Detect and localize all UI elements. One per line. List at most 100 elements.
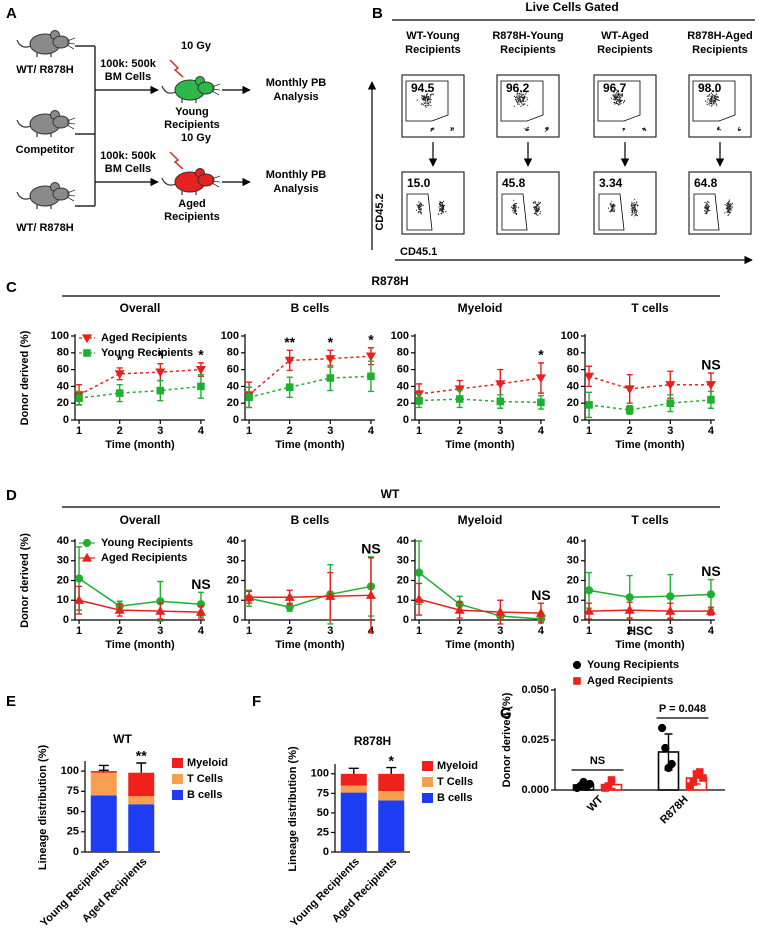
event-dot bbox=[706, 95, 708, 97]
marker bbox=[689, 778, 698, 786]
y-tick-label: 20 bbox=[227, 574, 239, 586]
event-dot bbox=[607, 207, 610, 209]
marker bbox=[365, 590, 376, 599]
event-dot bbox=[517, 103, 519, 105]
event-dot bbox=[451, 128, 453, 130]
y-tick-label: 25 bbox=[317, 826, 329, 838]
event-dot bbox=[708, 209, 710, 211]
y-tick-label: 60 bbox=[227, 364, 239, 376]
gate-value: 94.5 bbox=[411, 81, 435, 95]
event-dot bbox=[706, 208, 708, 210]
chart-title: Overall bbox=[120, 513, 161, 527]
event-dot bbox=[621, 93, 623, 95]
event-dot bbox=[709, 99, 711, 101]
marker bbox=[624, 385, 635, 395]
y-axis-label: Lineage distribution (%) bbox=[287, 746, 299, 872]
event-dot bbox=[547, 128, 550, 130]
event-dot bbox=[614, 103, 616, 105]
y-tick-label: 0 bbox=[403, 614, 409, 626]
event-dot bbox=[513, 211, 515, 214]
mouse-whiskers bbox=[211, 83, 221, 96]
y-tick-label: 100 bbox=[221, 330, 239, 342]
event-dot bbox=[525, 129, 527, 132]
annotation: * bbox=[538, 347, 544, 363]
event-dot bbox=[714, 103, 716, 105]
event-dot bbox=[544, 130, 546, 132]
series-line bbox=[248, 375, 371, 399]
y-tick-label: 20 bbox=[57, 574, 69, 586]
event-dot bbox=[616, 103, 619, 105]
x-tick-label: 4 bbox=[708, 425, 715, 437]
event-dot bbox=[520, 105, 522, 107]
marker bbox=[625, 406, 634, 414]
event-dot bbox=[452, 129, 454, 131]
event-dot bbox=[417, 206, 419, 208]
competitor-label: Competitor bbox=[16, 144, 75, 156]
event-dot bbox=[615, 99, 617, 101]
event-dot bbox=[420, 203, 422, 205]
event-dot bbox=[537, 203, 540, 205]
marker bbox=[454, 385, 465, 395]
event-dot bbox=[704, 210, 706, 212]
readout-label: Analysis bbox=[273, 91, 318, 103]
marker bbox=[624, 604, 635, 614]
event-dot bbox=[514, 210, 516, 212]
x-tick-label: 1 bbox=[586, 425, 592, 437]
event-dot bbox=[715, 103, 718, 105]
event-dot bbox=[622, 127, 624, 130]
bar-segment bbox=[340, 785, 367, 793]
event-dot bbox=[439, 200, 441, 202]
event-dot bbox=[433, 127, 435, 129]
event-dot bbox=[618, 97, 620, 99]
event-dot bbox=[729, 205, 732, 207]
gate bbox=[598, 193, 625, 231]
event-dot bbox=[427, 90, 429, 92]
event-dot bbox=[522, 100, 525, 102]
event-dot bbox=[534, 208, 536, 210]
series-line bbox=[78, 385, 202, 399]
x-tick-label: Young Recipients bbox=[288, 856, 362, 930]
event-dot bbox=[710, 99, 712, 101]
event-dot bbox=[711, 100, 713, 102]
event-dot bbox=[632, 207, 634, 209]
event-dot bbox=[426, 93, 429, 95]
event-dot bbox=[537, 209, 539, 211]
marker bbox=[325, 591, 336, 600]
x-tick-label: 2 bbox=[117, 625, 123, 637]
x-tick-label: 1 bbox=[416, 625, 422, 637]
event-dot bbox=[614, 102, 616, 104]
panel-letter: D bbox=[6, 487, 17, 504]
event-dot bbox=[615, 102, 617, 105]
event-dot bbox=[417, 212, 419, 214]
event-dot bbox=[713, 102, 715, 104]
event-dot bbox=[514, 98, 517, 101]
annotation: NS bbox=[590, 755, 605, 767]
event-dot bbox=[615, 101, 617, 103]
event-dot bbox=[426, 103, 428, 105]
event-dot bbox=[539, 213, 541, 215]
event-dot bbox=[419, 205, 421, 207]
legend-label: Young Recipients bbox=[101, 347, 193, 359]
panel-letter: B bbox=[372, 5, 383, 22]
marker bbox=[706, 590, 716, 599]
event-dot bbox=[730, 209, 732, 211]
y-tick-label: 0 bbox=[403, 414, 409, 426]
error-bar bbox=[386, 766, 397, 774]
event-dot bbox=[418, 208, 420, 210]
series-line bbox=[588, 589, 711, 599]
event-dot bbox=[611, 207, 613, 209]
panel-letter: F bbox=[252, 693, 261, 710]
event-dot bbox=[714, 99, 717, 101]
event-dot bbox=[612, 204, 614, 206]
recipient-label: Aged bbox=[178, 198, 206, 210]
panel-letter: A bbox=[6, 5, 17, 22]
event-dot bbox=[717, 99, 719, 101]
event-dot bbox=[519, 101, 521, 103]
event-dot bbox=[417, 204, 419, 207]
y-tick-label: 20 bbox=[567, 397, 579, 409]
event-dot bbox=[613, 209, 615, 211]
series-line bbox=[588, 375, 711, 390]
y-tick-label: 100 bbox=[391, 330, 409, 342]
marker bbox=[415, 396, 423, 405]
